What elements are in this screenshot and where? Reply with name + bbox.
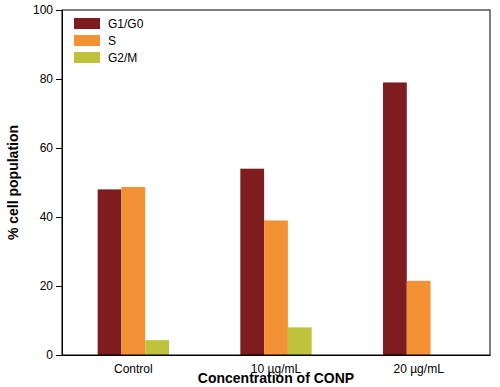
y-tick-mark	[56, 79, 62, 80]
legend-label: G2/M	[108, 51, 137, 65]
bars	[98, 82, 431, 355]
y-axis-line	[62, 11, 63, 356]
x-tick: 20 µg/mL	[394, 355, 445, 376]
x-tick-label: 20 µg/mL	[394, 362, 445, 376]
chart: 020406080100Control10 µg/mL20 µg/mLG1/G0…	[0, 0, 500, 387]
y-tick-mark	[56, 355, 62, 356]
y-tick-label: 40	[40, 210, 54, 224]
y-tick: 80	[40, 72, 62, 86]
y-tick-mark	[56, 148, 62, 149]
y-tick: 60	[40, 141, 62, 155]
legend-item: S	[74, 34, 116, 48]
bar	[145, 340, 169, 355]
plot: 020406080100Control10 µg/mL20 µg/mLG1/G0…	[33, 3, 491, 375]
plot-frame	[62, 10, 490, 355]
bar	[383, 82, 407, 355]
y-tick-label: 80	[40, 72, 54, 86]
legend-swatch	[74, 35, 100, 46]
bar	[288, 327, 312, 355]
x-tick-label: Control	[114, 362, 153, 376]
x-axis-line	[63, 355, 491, 356]
bar	[407, 281, 431, 355]
y-tick-label: 60	[40, 141, 54, 155]
y-tick-mark	[56, 217, 62, 218]
legend-label: S	[108, 34, 116, 48]
y-tick-mark	[56, 286, 62, 287]
y-tick: 40	[40, 210, 62, 224]
x-axis-title: Concentration of CONP	[198, 370, 354, 386]
legend-item: G1/G0	[74, 17, 144, 31]
y-tick: 0	[46, 348, 62, 362]
y-tick-label: 100	[33, 3, 53, 17]
legend: G1/G0 S G2/M	[74, 17, 144, 65]
legend-swatch	[74, 52, 100, 63]
legend-swatch	[74, 18, 100, 29]
y-tick-mark	[56, 10, 62, 11]
y-tick: 20	[40, 279, 62, 293]
bar	[98, 189, 122, 355]
y-tick-label: 0	[46, 348, 53, 362]
bar	[121, 187, 145, 355]
bar	[264, 220, 288, 355]
y-tick-label: 20	[40, 279, 54, 293]
y-tick: 100	[33, 3, 62, 17]
legend-item: G2/M	[74, 51, 137, 65]
bar	[240, 169, 264, 355]
x-tick: Control	[114, 355, 153, 376]
y-axis: 0 20 40 60 80 100	[33, 3, 63, 362]
y-axis-title: % cell population	[5, 125, 21, 240]
legend-label: G1/G0	[108, 17, 144, 31]
